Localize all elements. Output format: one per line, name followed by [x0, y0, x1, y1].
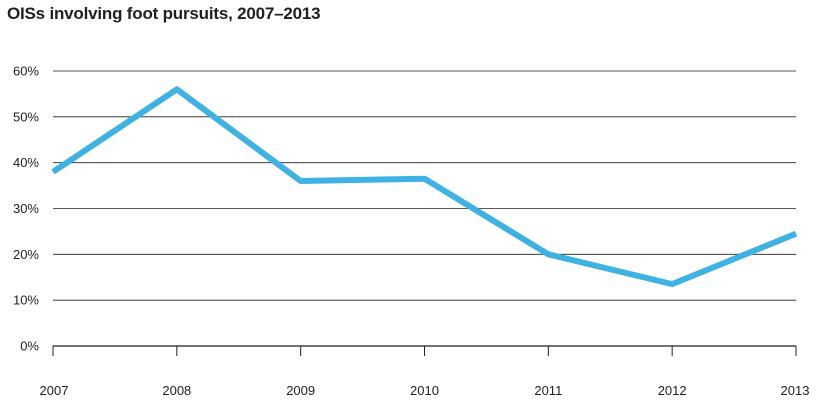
x-tick-label: 2013 — [781, 383, 810, 398]
x-axis: 2007 2008 2009 2010 2011 2012 2013 — [40, 346, 810, 398]
y-tick-label: 30% — [13, 201, 39, 216]
gridlines — [53, 70, 796, 347]
chart-title: OISs involving foot pursuits, 2007–2013 — [7, 4, 321, 23]
x-tick-label: 2011 — [534, 383, 562, 398]
x-tick-label: 2010 — [410, 383, 439, 398]
x-tick-label: 2009 — [286, 383, 315, 398]
series-line — [51, 86, 798, 288]
x-tick-label: 2007 — [40, 383, 69, 398]
y-tick-label: 60% — [13, 64, 39, 79]
y-axis-tick-labels: 0% 10% 20% 30% 40% 50% 60% — [13, 64, 39, 354]
y-tick-label: 50% — [13, 109, 39, 124]
y-tick-label: 10% — [13, 293, 39, 308]
x-tick-label: 2008 — [162, 383, 191, 398]
y-tick-label: 20% — [13, 247, 39, 262]
x-tick-label: 2012 — [658, 383, 687, 398]
series-layer — [51, 86, 798, 288]
y-tick-label: 0% — [20, 339, 39, 354]
y-tick-label: 40% — [13, 155, 39, 170]
